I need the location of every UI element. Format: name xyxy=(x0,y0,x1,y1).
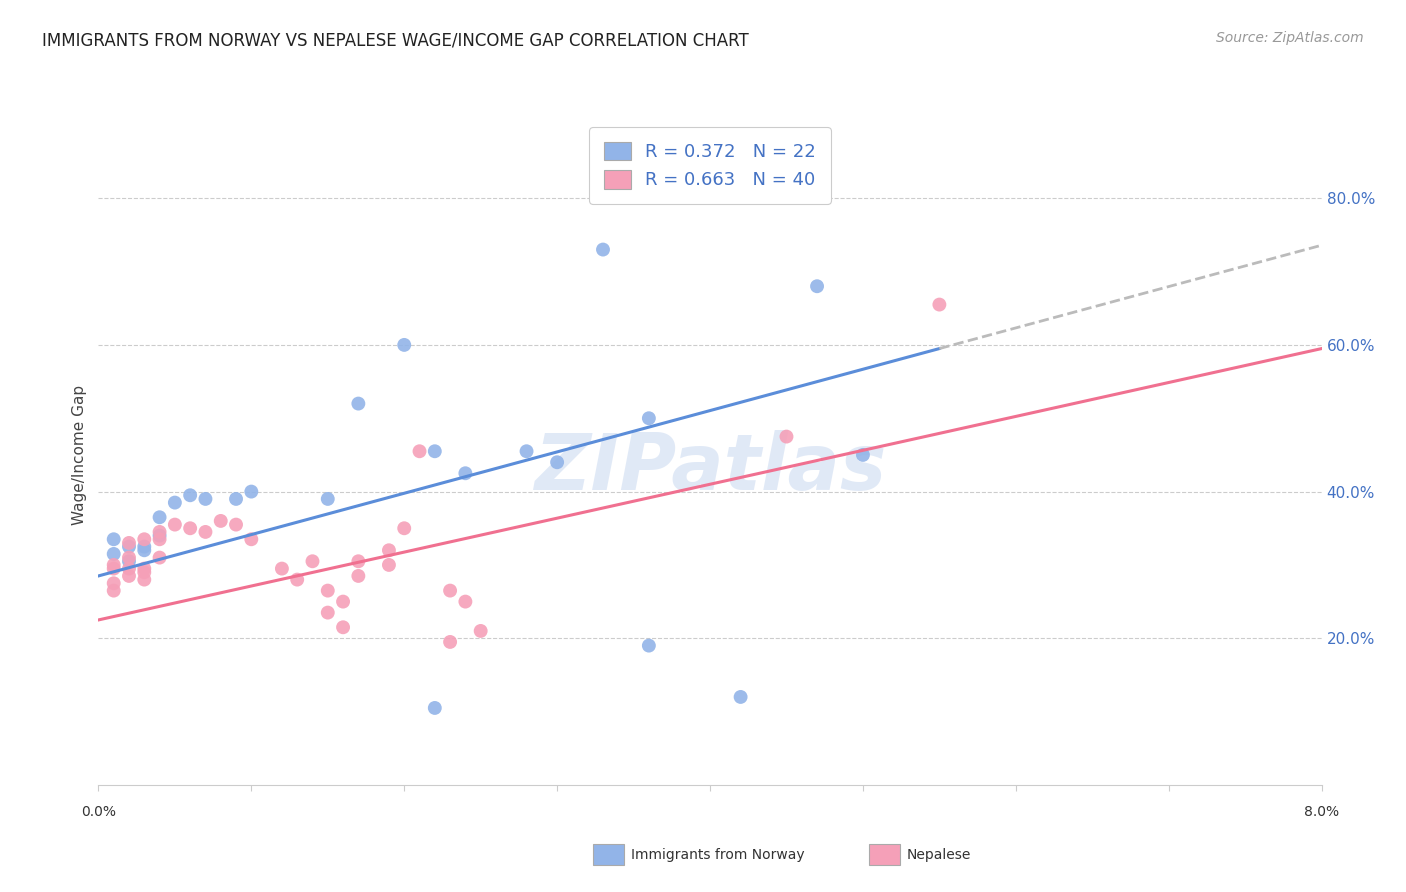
Point xyxy=(408,444,430,458)
Point xyxy=(546,455,568,469)
Point xyxy=(149,550,172,565)
Point xyxy=(163,495,186,509)
Point xyxy=(103,561,125,575)
Point xyxy=(285,573,308,587)
Point xyxy=(392,338,416,352)
Point xyxy=(179,521,201,535)
Point xyxy=(378,558,401,572)
Point xyxy=(332,620,354,634)
Point xyxy=(118,561,141,575)
Point xyxy=(149,510,172,524)
Point xyxy=(179,488,201,502)
Point xyxy=(103,533,125,547)
Point xyxy=(516,444,538,458)
Point xyxy=(316,583,339,598)
Point xyxy=(225,517,247,532)
Text: 0.0%: 0.0% xyxy=(82,805,115,819)
Text: 8.0%: 8.0% xyxy=(1305,805,1339,819)
Point xyxy=(378,543,401,558)
Point xyxy=(103,576,125,591)
Point xyxy=(149,533,172,547)
Point xyxy=(240,484,263,499)
Point xyxy=(347,569,370,583)
Point xyxy=(301,554,323,568)
Point xyxy=(806,279,828,293)
Point xyxy=(347,554,370,568)
Point xyxy=(163,517,186,532)
Point xyxy=(240,533,263,547)
Point xyxy=(316,491,339,506)
Point xyxy=(118,569,141,583)
Point xyxy=(347,396,370,410)
Point xyxy=(103,558,125,572)
Point xyxy=(270,561,294,575)
Point xyxy=(134,540,156,554)
Point xyxy=(637,639,661,653)
Point xyxy=(423,701,446,715)
Point xyxy=(470,624,492,638)
Point xyxy=(194,524,217,539)
Point xyxy=(134,543,156,558)
Point xyxy=(637,411,661,425)
Text: Nepalese: Nepalese xyxy=(907,847,972,862)
Point xyxy=(454,467,477,481)
Point xyxy=(392,521,416,535)
Point xyxy=(118,540,141,554)
Point xyxy=(118,550,141,565)
Text: Source: ZipAtlas.com: Source: ZipAtlas.com xyxy=(1216,31,1364,45)
Point xyxy=(134,561,156,575)
Point xyxy=(454,594,477,608)
Point xyxy=(316,606,339,620)
Point xyxy=(775,429,797,443)
Point xyxy=(118,536,141,550)
Point xyxy=(149,528,172,542)
Point xyxy=(423,444,446,458)
Point xyxy=(118,554,141,568)
Point xyxy=(332,594,354,608)
Point xyxy=(103,583,125,598)
Point xyxy=(134,533,156,547)
Text: ZIPatlas: ZIPatlas xyxy=(534,430,886,506)
Y-axis label: Wage/Income Gap: Wage/Income Gap xyxy=(72,384,87,525)
Point xyxy=(194,491,217,506)
Point xyxy=(149,524,172,539)
Point xyxy=(592,243,614,257)
Point xyxy=(209,514,232,528)
Point xyxy=(225,491,247,506)
Point xyxy=(730,690,752,704)
Point xyxy=(134,573,156,587)
Text: IMMIGRANTS FROM NORWAY VS NEPALESE WAGE/INCOME GAP CORRELATION CHART: IMMIGRANTS FROM NORWAY VS NEPALESE WAGE/… xyxy=(42,31,749,49)
Legend: R = 0.372   N = 22, R = 0.663   N = 40: R = 0.372 N = 22, R = 0.663 N = 40 xyxy=(589,128,831,204)
Point xyxy=(852,448,875,462)
Point xyxy=(439,583,461,598)
Point xyxy=(439,635,461,649)
Point xyxy=(103,547,125,561)
Text: Immigrants from Norway: Immigrants from Norway xyxy=(631,847,804,862)
Point xyxy=(134,566,156,580)
Point xyxy=(928,297,950,311)
